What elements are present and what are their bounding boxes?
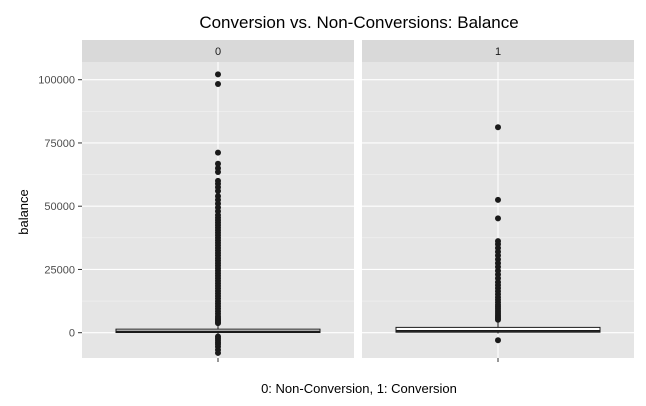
outlier-point xyxy=(215,320,221,327)
y-tick-label: 75000 xyxy=(44,138,75,150)
facet-strip-label: 0 xyxy=(215,46,221,58)
outlier-point xyxy=(215,149,221,156)
box xyxy=(395,326,601,333)
facet-strip xyxy=(82,40,354,62)
facet-panel-0: 0 xyxy=(82,40,354,362)
x-axis-title: 0: Non-Conversion, 1: Conversion xyxy=(261,381,457,396)
y-tick-label: 0 xyxy=(69,328,75,340)
outlier-point xyxy=(495,124,501,131)
outlier-point xyxy=(215,349,221,356)
outlier-point xyxy=(495,337,501,344)
facet-strip xyxy=(362,40,634,62)
outlier-point xyxy=(215,81,221,88)
chart-title: Conversion vs. Non-Conversions: Balance xyxy=(199,13,518,32)
outlier-point xyxy=(215,188,221,195)
y-tick-label: 25000 xyxy=(44,264,75,276)
outlier-point xyxy=(495,316,501,323)
y-axis-title: balance xyxy=(16,189,31,235)
facet-panel-1: 1 xyxy=(362,40,634,362)
outlier-point xyxy=(215,169,221,176)
y-tick-label: 50000 xyxy=(44,201,75,213)
outlier-point xyxy=(215,160,221,167)
y-tick-label: 100000 xyxy=(38,75,75,87)
y-axis: 0 25000 50000 75000 100000 xyxy=(38,75,82,340)
facet-strip-label: 1 xyxy=(495,46,501,58)
outlier-point xyxy=(495,215,501,222)
outlier-point xyxy=(495,196,501,203)
outlier-point xyxy=(215,71,221,78)
